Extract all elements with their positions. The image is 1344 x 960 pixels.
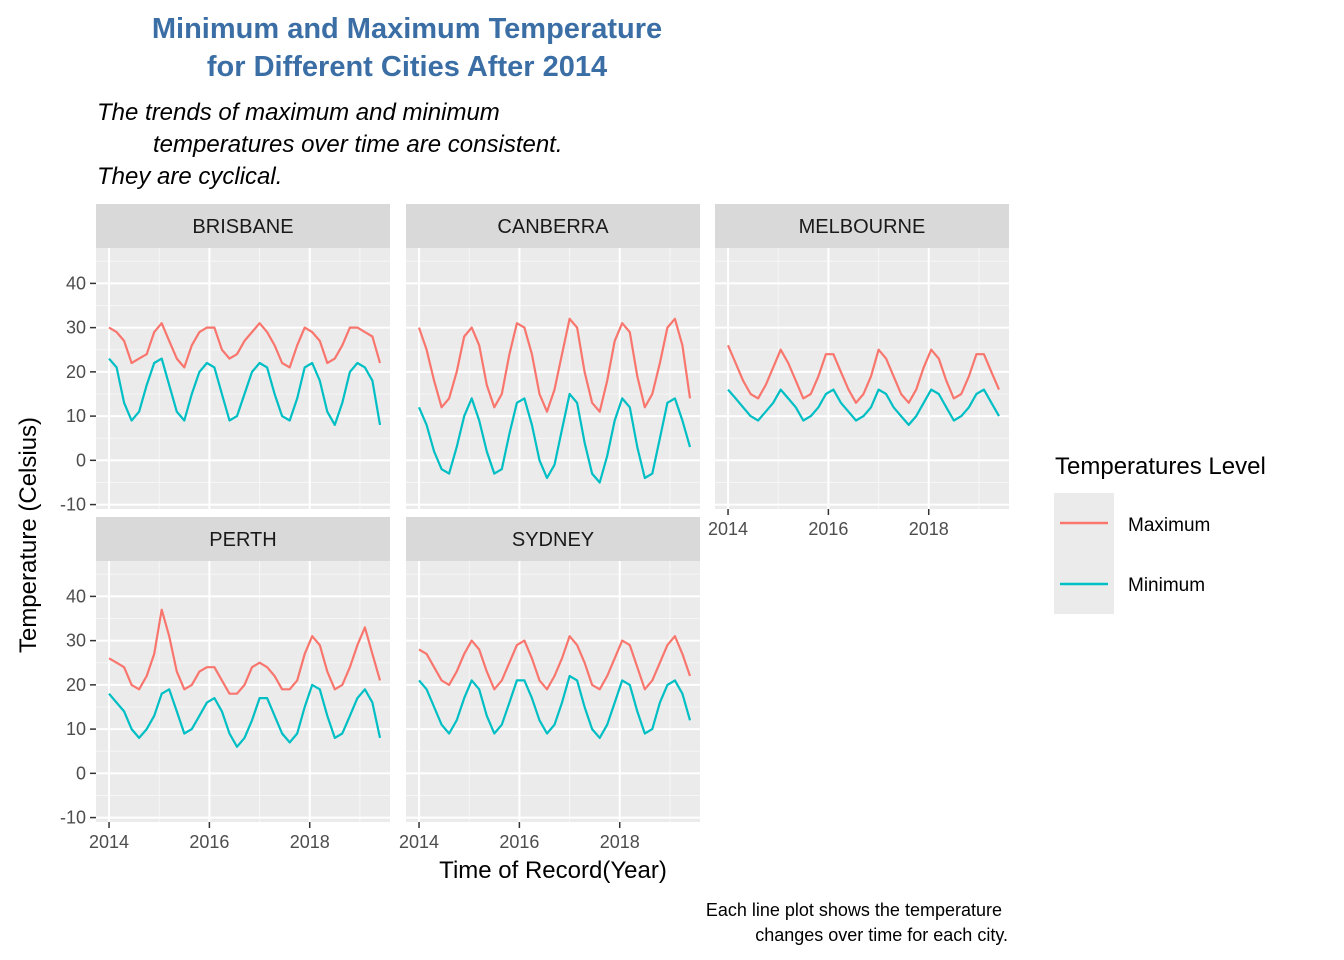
subtitle-line-2: temperatures over time are consistent. xyxy=(153,131,563,158)
x-tick-label: 2016 xyxy=(808,519,848,539)
x-tick-label: 2016 xyxy=(189,832,229,852)
x-tick-label: 2018 xyxy=(290,832,330,852)
series-line-minimum xyxy=(418,674,692,740)
facet-strip-label: BRISBANE xyxy=(192,216,293,238)
series-line-maximum xyxy=(726,344,1001,404)
x-tick-label: 2018 xyxy=(909,519,949,539)
subtitle-line-3: They are cyclical. xyxy=(97,163,282,190)
facet-strip xyxy=(406,204,700,248)
legend-title: Temperatures Level xyxy=(1055,453,1266,480)
y-tick-label: 30 xyxy=(66,631,86,651)
panel-background xyxy=(96,248,390,509)
series-line-minimum xyxy=(108,683,382,748)
facet-strip xyxy=(715,204,1009,248)
y-axis-title: Temperature (Celsius) xyxy=(15,417,42,653)
series-line-maximum xyxy=(108,608,382,695)
caption: Each line plot shows the temperature cha… xyxy=(706,900,1008,945)
facet-strip-label: SYDNEY xyxy=(512,529,594,551)
facet-strip xyxy=(406,517,700,561)
facet-strip-label: CANBERRA xyxy=(497,216,609,238)
x-tick-label: 2016 xyxy=(499,832,539,852)
facet-panel-brisbane: BRISBANE -10 0 10 20 30 40 xyxy=(60,204,390,515)
facet-panel-canberra: CANBERRA xyxy=(406,204,700,509)
facet-strip xyxy=(96,517,390,561)
series-line-minimum xyxy=(727,388,1000,426)
facet-panel-perth: PERTH -10 0 10 20 30 40 2014 2016 2018 xyxy=(60,517,390,852)
panel-background xyxy=(96,561,390,822)
facet-panel-sydney: SYDNEY 2014 2016 2018 xyxy=(399,517,700,852)
facet-strip-label: MELBOURNE xyxy=(799,216,926,238)
y-tick-label: 30 xyxy=(66,318,86,338)
x-axis-title: Time of Record(Year) xyxy=(439,857,667,884)
y-tick-label: 20 xyxy=(66,362,86,382)
y-tick-label: 10 xyxy=(66,406,86,426)
x-tick-label: 2014 xyxy=(89,832,129,852)
series-line-maximum xyxy=(418,635,692,691)
y-tick-label: 40 xyxy=(66,273,86,293)
legend: Temperatures Level Maximum Minimum xyxy=(1054,453,1266,614)
y-tick-label: 10 xyxy=(66,719,86,739)
legend-label-maximum: Maximum xyxy=(1128,515,1210,536)
y-tick-label: 0 xyxy=(76,763,86,783)
x-tick-label: 2014 xyxy=(399,832,439,852)
y-tick-label: 40 xyxy=(66,586,86,606)
panel-background xyxy=(715,248,1009,509)
legend-label-minimum: Minimum xyxy=(1128,575,1205,596)
chart-subtitle: The trends of maximum and minimum temper… xyxy=(97,99,563,190)
facet-strip xyxy=(96,204,390,248)
facet-panel-melbourne: MELBOURNE 2014 2016 2018 xyxy=(708,204,1009,539)
caption-line-1: Each line plot shows the temperature xyxy=(706,900,1002,920)
caption-line-2: changes over time for each city. xyxy=(755,925,1008,945)
x-tick-label: 2014 xyxy=(708,519,748,539)
y-tick-label: -10 xyxy=(60,495,86,515)
chart-title: Minimum and Maximum Temperature for Diff… xyxy=(152,13,662,83)
panel-background xyxy=(406,561,700,822)
series-line-minimum xyxy=(108,357,382,426)
series-line-maximum xyxy=(417,317,692,413)
y-tick-label: -10 xyxy=(60,808,86,828)
title-line-2: for Different Cities After 2014 xyxy=(207,51,607,83)
x-tick-label: 2018 xyxy=(600,832,640,852)
y-tick-label: 20 xyxy=(66,675,86,695)
legend-key-background xyxy=(1054,493,1114,614)
facet-strip-label: PERTH xyxy=(209,529,276,551)
y-tick-label: 0 xyxy=(76,450,86,470)
series-line-minimum xyxy=(417,392,692,484)
title-line-1: Minimum and Maximum Temperature xyxy=(152,13,662,45)
series-line-maximum xyxy=(108,322,382,369)
subtitle-line-1: The trends of maximum and minimum xyxy=(97,99,500,126)
